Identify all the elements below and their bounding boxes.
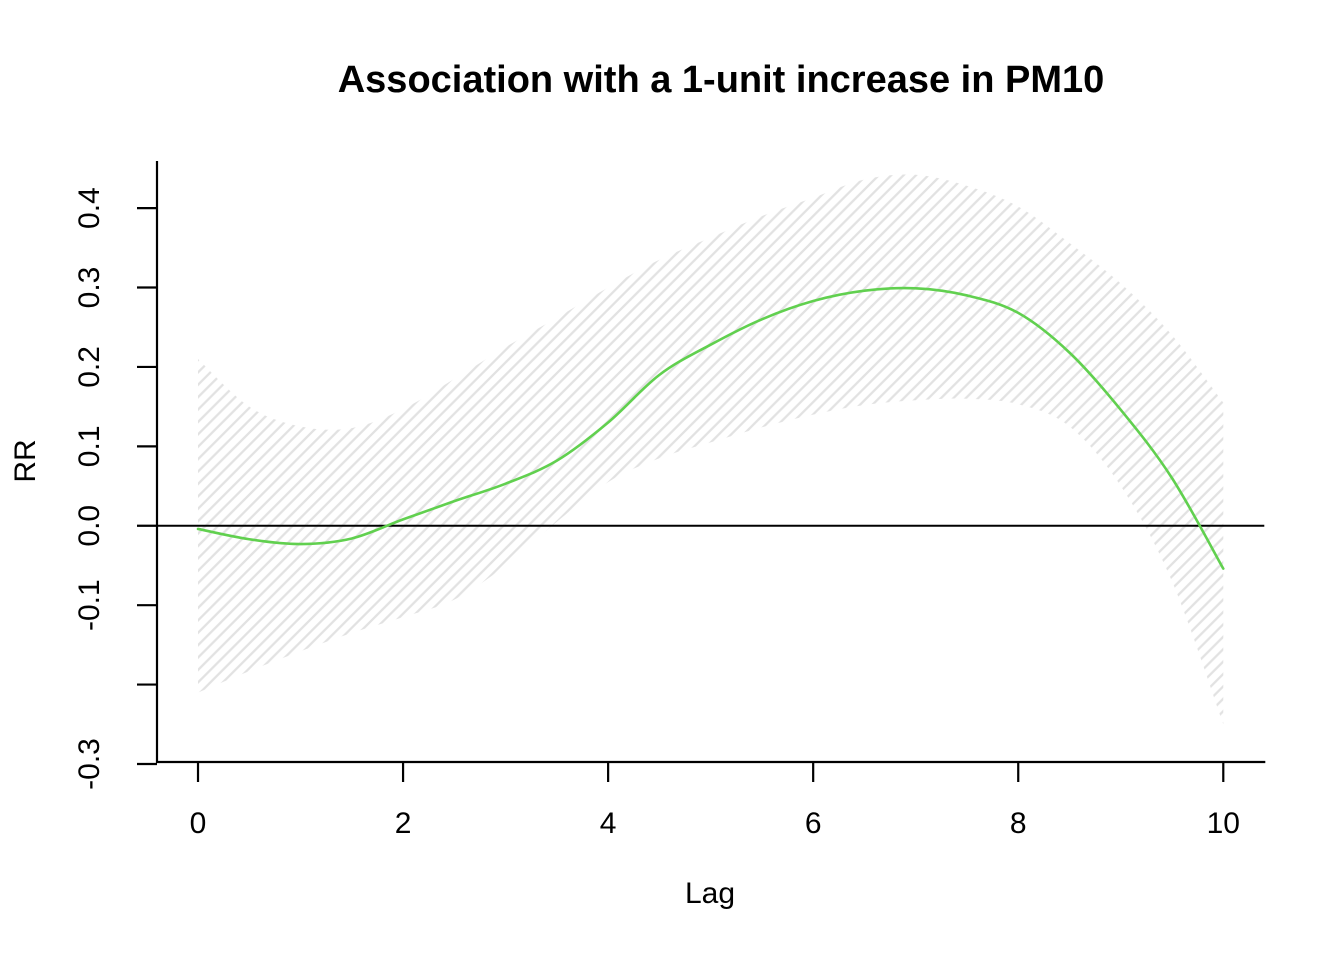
x-tick-label: 4 <box>600 807 617 840</box>
y-tick-label: 0.2 <box>73 346 106 388</box>
y-tick-label: 0.1 <box>73 425 106 467</box>
x-tick-label: 6 <box>805 807 822 840</box>
y-tick-label: -0.3 <box>73 738 106 790</box>
x-tick-label: 2 <box>395 807 412 840</box>
y-axis-title: RR <box>9 439 42 482</box>
x-tick-label: 8 <box>1010 807 1027 840</box>
estimate-curve <box>196 286 1225 570</box>
chart-title: Association with a 1-unit increase in PM… <box>338 59 1105 101</box>
confidence-band <box>198 174 1224 725</box>
x-tick-label: 0 <box>190 807 207 840</box>
x-axis-title: Lag <box>685 877 735 910</box>
y-tick-label: -0.1 <box>73 579 106 631</box>
y-tick-label: 0.3 <box>73 267 106 309</box>
y-tick-label: 0.0 <box>73 505 106 547</box>
plot-area: 0 2 4 6 8 10 0.4 0.3 0.2 0.1 0.0 -0.1 -0.3 <box>73 161 1266 840</box>
x-tick-label: 10 <box>1207 807 1240 840</box>
y-tick-label: 0.4 <box>73 187 106 229</box>
